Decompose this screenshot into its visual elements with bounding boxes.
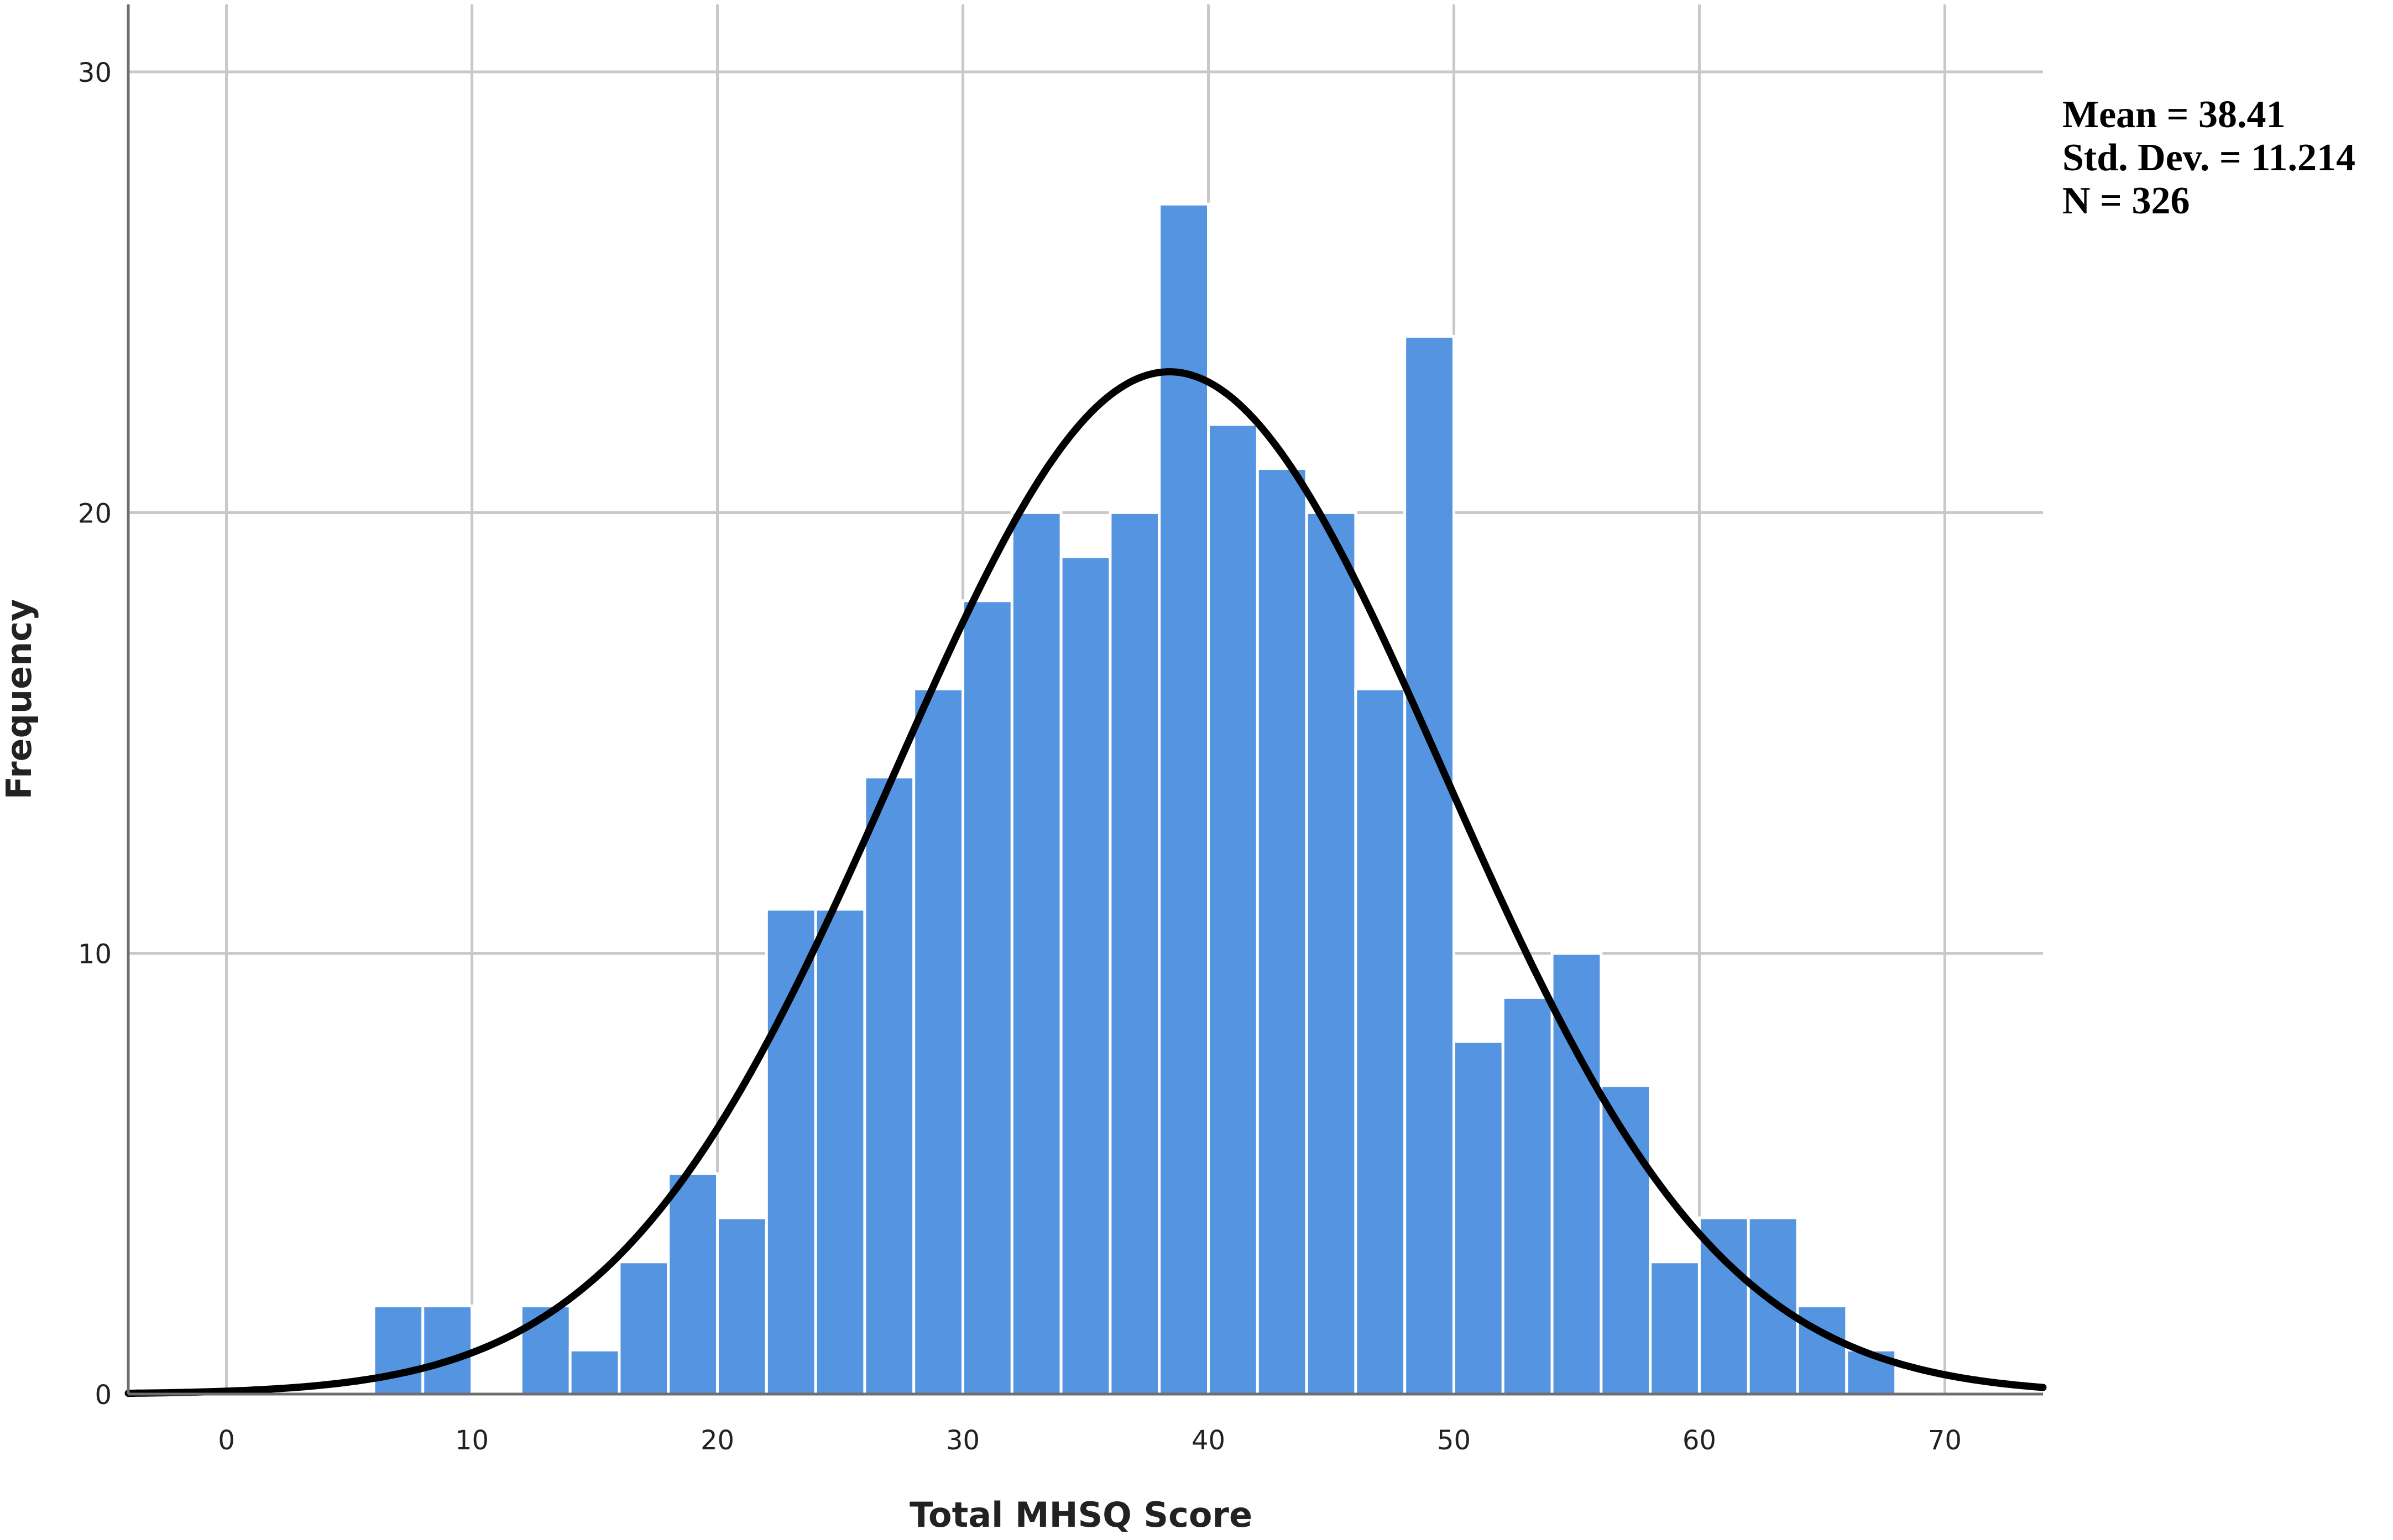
histogram-bar [962,599,1013,1396]
x-tick-label: 0 [218,1425,235,1456]
histogram-bar [765,908,817,1396]
y-tick-label: 0 [95,1380,112,1411]
histogram-bar [1010,511,1063,1396]
normal-curve-layer [124,368,2047,1397]
y-tick-label: 20 [78,498,112,529]
x-tick-label: 40 [1192,1425,1225,1456]
y-tick-labels: 0 10 20 30 [78,57,112,1411]
histogram-bar [1109,511,1161,1396]
stat-std-dev: Std. Dev. = 11.214 [2062,137,2355,179]
histogram-bar [1059,555,1112,1396]
x-tick-label: 20 [701,1425,734,1456]
histogram-bar [618,1260,670,1396]
histogram-bar [568,1348,621,1396]
histogram-bar [1305,511,1357,1396]
histogram-bar [1649,1260,1701,1396]
y-tick-label: 10 [78,939,112,970]
histogram-bar [814,908,866,1396]
histogram-bar [372,1305,425,1396]
normal-curve [124,368,2047,1397]
stats-box: Mean = 38.41 Std. Dev. = 11.214 N = 326 [2062,93,2355,222]
histogram-bar [1158,202,1210,1396]
x-tick-label: 50 [1437,1425,1471,1456]
histogram-bar [1354,687,1407,1396]
x-tick-labels: 0 10 20 30 40 50 60 70 [218,1425,1962,1456]
y-axis-title: Frequency [0,599,39,800]
stat-mean: Mean = 38.41 [2062,93,2285,136]
histogram-bar [716,1216,768,1396]
histogram-bar [667,1172,719,1396]
x-axis-title: Total MHSQ Score [910,1495,1252,1535]
histogram-bar [1206,423,1259,1396]
histogram-bar [421,1305,474,1396]
histogram-bar [1452,1040,1504,1396]
y-tick-label: 30 [78,57,112,88]
histogram-bar [863,776,916,1396]
histogram-bar [1501,996,1554,1396]
x-tick-label: 60 [1683,1425,1716,1456]
histogram-bar [912,687,965,1396]
x-tick-label: 10 [455,1425,489,1456]
histogram-bar [1256,467,1308,1396]
stat-n: N = 326 [2062,180,2190,222]
x-tick-label: 70 [1928,1425,1962,1456]
histogram-bar [1403,334,1455,1396]
x-tick-label: 30 [946,1425,980,1456]
axes [127,4,2043,1396]
